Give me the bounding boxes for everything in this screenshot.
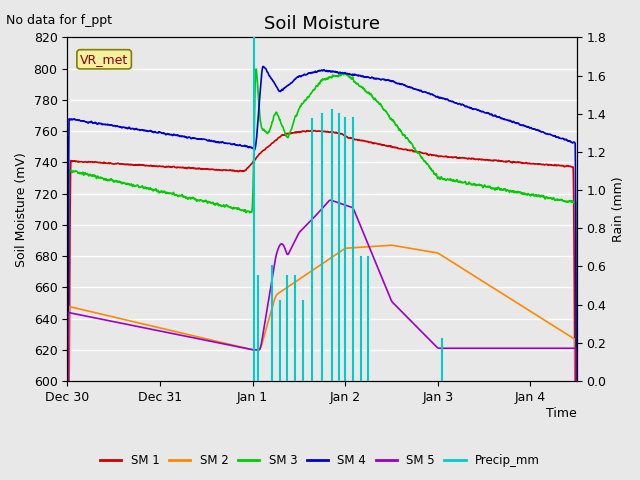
Title: Soil Moisture: Soil Moisture <box>264 15 380 33</box>
Text: VR_met: VR_met <box>80 53 128 66</box>
Y-axis label: Rain (mm): Rain (mm) <box>612 176 625 242</box>
Text: Time: Time <box>546 407 577 420</box>
Text: No data for f_ppt: No data for f_ppt <box>6 14 113 27</box>
Y-axis label: Soil Moisture (mV): Soil Moisture (mV) <box>15 152 28 266</box>
Legend: SM 1, SM 2, SM 3, SM 4, SM 5, Precip_mm: SM 1, SM 2, SM 3, SM 4, SM 5, Precip_mm <box>95 449 545 472</box>
